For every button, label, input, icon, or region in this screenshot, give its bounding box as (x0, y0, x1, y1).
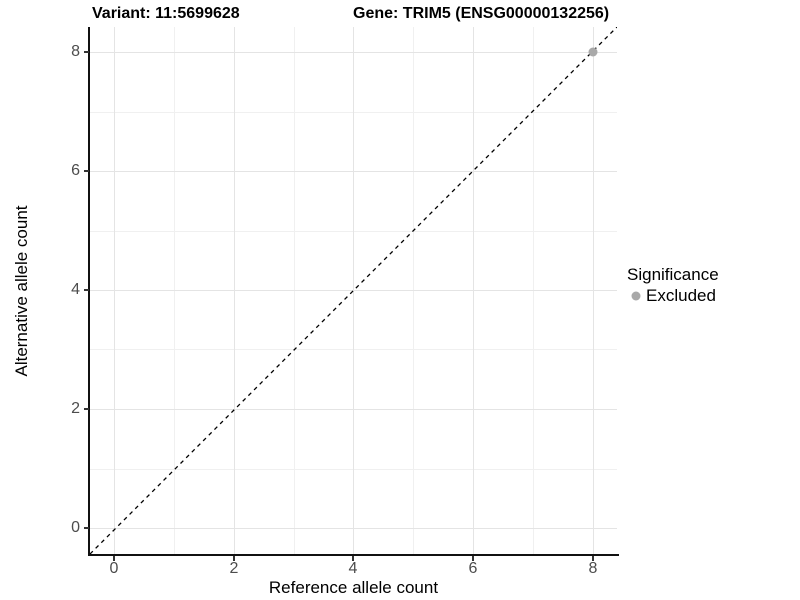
x-tick-label: 8 (588, 560, 598, 577)
legend-title: Significance (627, 265, 719, 284)
x-tick-label: 6 (468, 560, 478, 577)
y-tick-mark (84, 170, 89, 172)
variant-title: Variant: 11:5699628 (92, 5, 240, 22)
identity-reference-line (90, 27, 617, 554)
x-tick-label: 0 (109, 560, 119, 577)
x-tick-mark (233, 556, 235, 561)
data-point-excluded (588, 47, 598, 57)
y-tick-label: 0 (71, 519, 80, 536)
x-tick-mark (113, 556, 115, 561)
x-tick-mark (352, 556, 354, 561)
y-tick-mark (84, 408, 89, 410)
x-tick-mark (592, 556, 594, 561)
y-tick-label: 6 (71, 162, 80, 179)
legend: Significance Excluded (627, 265, 719, 306)
gridline-major-h (90, 290, 617, 291)
x-axis-title: Reference allele count (268, 578, 439, 597)
y-tick-mark (84, 527, 89, 529)
plot-layer (90, 27, 617, 554)
gridline-major-h (90, 52, 617, 53)
x-tick-label: 4 (348, 560, 358, 577)
gene-title: Gene: TRIM5 (ENSG00000132256) (353, 5, 610, 22)
x-tick-label: 2 (229, 560, 239, 577)
x-axis-line (88, 554, 619, 556)
gridline-major-h (90, 528, 617, 529)
y-tick-label: 4 (71, 281, 80, 298)
x-tick-mark (472, 556, 474, 561)
legend-item-excluded: Excluded (627, 286, 719, 306)
y-tick-label: 2 (71, 400, 80, 417)
y-tick-mark (84, 51, 89, 53)
y-tick-mark (84, 289, 89, 291)
legend-item-label: Excluded (646, 286, 716, 305)
excluded-point-icon (627, 288, 644, 305)
gridline-major-h (90, 171, 617, 172)
plot-panel (90, 27, 617, 554)
y-axis-title: Alternative allele count (12, 205, 31, 377)
gridline-major-h (90, 409, 617, 410)
y-tick-label: 8 (71, 43, 80, 60)
y-axis-line (88, 27, 90, 556)
